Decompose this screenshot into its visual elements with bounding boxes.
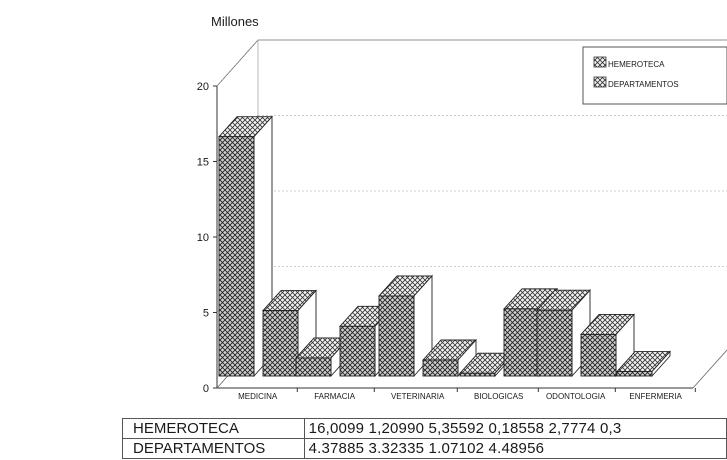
bar-departamentos-odontologia [579, 313, 636, 378]
bar-front [422, 359, 459, 377]
x-tick-labels: MEDICINA FARMACIA VETERINARIA BIOLOGICAS ODO… [238, 388, 696, 401]
bar-front [503, 308, 540, 377]
legend-label-hemeroteca: HEMEROTECA [608, 60, 665, 69]
table-row: HEMEROTECA 16,0099 1,20990 5,35592 0,185… [122, 418, 727, 439]
data-table: HEMEROTECA 16,0099 1,20990 5,35592 0,185… [122, 418, 727, 459]
x-tick-label: VETERINARIA [391, 392, 445, 401]
bar-hemeroteca-veterinaria [377, 274, 434, 378]
bar-front [536, 309, 573, 377]
bar-chart-3d: Millones 0 5 10 15 20 MEDICINA FARMACIA VETERI… [197, 14, 727, 401]
bars [217, 115, 672, 378]
side-wall-top-edge [216, 39, 259, 87]
legend-swatch-departamentos [593, 76, 607, 88]
table-row-values: 16,0099 1,20990 5,35592 0,18558 2,7774 0… [303, 418, 727, 439]
legend-box [582, 46, 727, 105]
bar-front [262, 310, 299, 377]
floor-right-edge [692, 349, 727, 389]
table-row-values: 4.37885 3.32335 1.07102 4.48956 [303, 438, 727, 459]
bar-front [616, 371, 653, 377]
bar-front [218, 136, 255, 377]
legend-swatch-hemeroteca [593, 56, 607, 68]
x-tick-label: ODONTOLOGIA [546, 392, 606, 401]
y-tick-label: 5 [203, 308, 209, 320]
y-tick-labels: 0 5 10 15 20 [197, 81, 217, 395]
x-tick-label: BIOLOGICAS [474, 392, 523, 401]
bar-front [580, 334, 617, 377]
y-axis-title: Millones [211, 14, 259, 29]
y-tick-label: 0 [203, 383, 209, 395]
bar-hemeroteca-odontologia [535, 289, 592, 378]
bar-departamentos-veterinaria [421, 338, 478, 378]
x-tick-label: MEDICINA [238, 392, 278, 401]
bar-front [339, 325, 376, 377]
x-tick-label: FARMACIA [314, 392, 356, 401]
bar-front [295, 357, 332, 377]
table-row: DEPARTAMENTOS 4.37885 3.32335 1.07102 4.… [122, 438, 727, 459]
bar-hemeroteca-enfermeria [615, 350, 672, 378]
y-tick-label: 20 [197, 81, 209, 93]
legend: HEMEROTECA DEPARTAMENTOS [582, 46, 727, 105]
legend-label-departamentos: DEPARTAMENTOS [608, 80, 679, 89]
x-tick-label: ENFERMERIA [629, 392, 682, 401]
y-tick-label: 15 [197, 157, 209, 169]
table-row-label: DEPARTAMENTOS [122, 438, 305, 459]
table-row-label: HEMEROTECA [122, 418, 305, 439]
y-tick-label: 10 [197, 232, 209, 244]
bar-front [459, 372, 496, 377]
bar-front [378, 295, 415, 377]
